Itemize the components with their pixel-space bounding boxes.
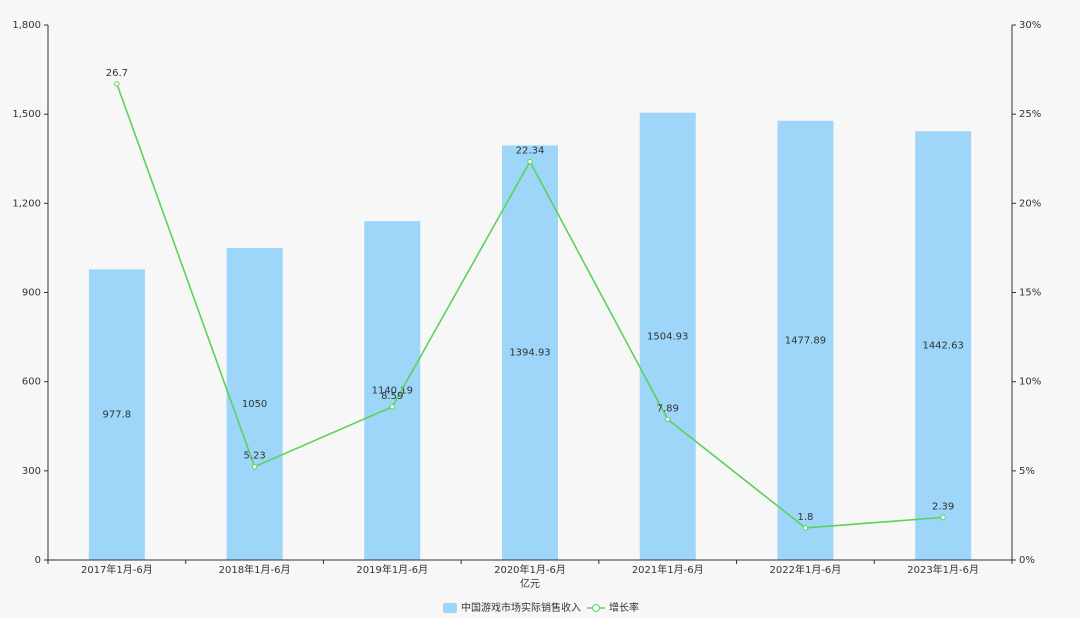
bar-value-label: 1140.19 [372, 386, 413, 397]
bar-value-label: 1477.89 [785, 335, 826, 346]
y2-tick-label: 15% [1019, 288, 1041, 299]
y2-tick-label: 20% [1019, 198, 1041, 209]
bar-value-label: 1050 [242, 399, 267, 410]
y-tick-label: 600 [22, 377, 41, 388]
legend-swatch [443, 603, 457, 613]
line-point [389, 404, 395, 410]
x-tick-label: 2022年1月-6月 [770, 563, 842, 576]
x-tick-label: 2017年1月-6月 [81, 563, 153, 576]
line-point [527, 158, 533, 165]
bar-value-label: 1442.63 [922, 341, 963, 352]
y-tick-label: 1,800 [12, 20, 41, 31]
line-point [251, 464, 258, 470]
x-tick-label: 2018年1月-6月 [219, 563, 291, 576]
bar-value-label: 1394.93 [509, 348, 550, 359]
bar [502, 145, 558, 560]
bar [226, 247, 283, 560]
line-value-label: 26.7 [106, 68, 128, 79]
x-tick-label: 2019年1月-6月 [356, 563, 428, 576]
y-tick-label: 1,200 [12, 198, 41, 209]
bar [639, 112, 696, 561]
line-value-label: 1.8 [797, 512, 813, 523]
bar [364, 221, 421, 560]
legend-swatch [592, 604, 600, 612]
line-point [802, 525, 809, 531]
bar [777, 120, 834, 560]
y2-tick-label: 10% [1019, 377, 1041, 388]
x-tick-label: 2023年1月-6月 [907, 563, 979, 576]
x-tick-label: 2021年1月-6月 [632, 563, 704, 576]
y2-tick-label: 30% [1019, 20, 1041, 31]
line-value-label: 22.34 [516, 146, 545, 157]
line-value-label: 5.23 [243, 451, 265, 462]
x-tick-label: 2020年1月-6月 [494, 563, 566, 576]
bar [88, 269, 145, 560]
y-tick-label: 0 [35, 555, 41, 566]
line-value-label: 8.59 [381, 391, 403, 402]
bar-value-label: 1504.93 [647, 331, 688, 342]
y2-tick-label: 5% [1019, 466, 1035, 477]
y2-tick-label: 25% [1019, 109, 1041, 120]
y2-tick-label: 0% [1019, 555, 1035, 566]
line-value-label: 2.39 [932, 501, 954, 512]
bar-value-label: 977.8 [103, 410, 132, 421]
line-point [940, 514, 946, 521]
legend-label: 增长率 [609, 601, 639, 614]
y-tick-label: 900 [22, 288, 41, 299]
line-value-label: 7.89 [657, 403, 679, 414]
legend-label: 中国游戏市场实际销售收入 [461, 601, 581, 614]
y-tick-label: 300 [22, 466, 41, 477]
line-point [665, 416, 671, 422]
bar [915, 131, 972, 560]
line-point [114, 81, 120, 87]
y-tick-label: 1,500 [12, 109, 41, 120]
x-axis-label: 亿元 [520, 577, 540, 590]
